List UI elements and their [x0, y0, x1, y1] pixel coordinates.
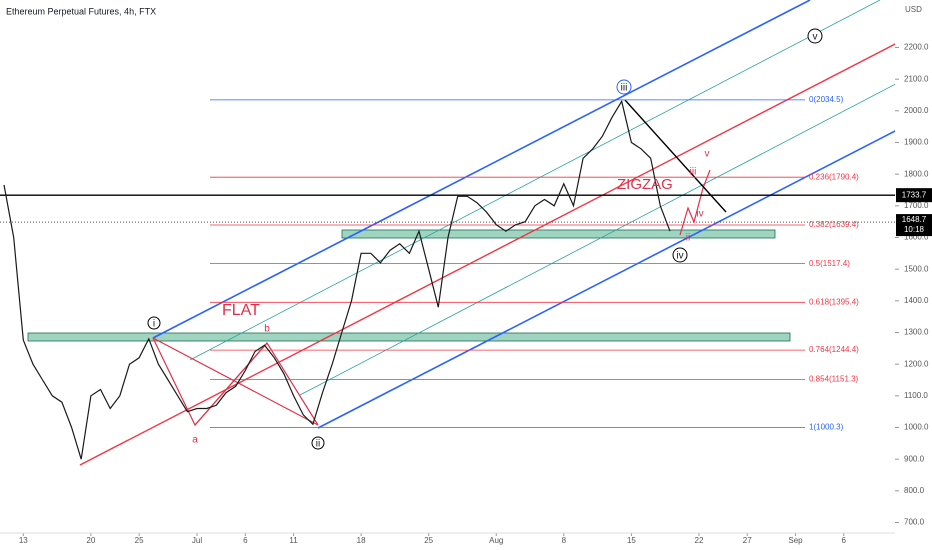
wave-circle [147, 316, 161, 330]
channel-line [79, 24, 932, 466]
price-tag [896, 188, 932, 203]
x-tick-label: 11 [289, 536, 298, 545]
flat-path [152, 337, 319, 426]
x-tick-label: 6 [243, 536, 248, 545]
y-tick-label: 1600.0 [904, 233, 929, 242]
y-tick-label: 1100.0 [904, 391, 928, 400]
annotation: b [264, 324, 270, 335]
x-tick-label: 15 [627, 536, 636, 545]
price-tag-label: 1648.7 [902, 215, 927, 224]
fib-label: 0(2034.5) [809, 95, 844, 104]
annotation: FLAT [222, 302, 260, 319]
y-tick-label: 1700.0 [904, 201, 929, 210]
y-tick-label: 1400.0 [904, 296, 929, 305]
y-tick-label: 1000.0 [904, 423, 929, 432]
wave-label: iii [621, 83, 628, 94]
x-tick-label: Sep [788, 536, 803, 545]
wave-circle [311, 436, 325, 450]
wave-label: iv [676, 251, 683, 262]
drawings [27, 0, 932, 466]
fib-label: 0.5(1517.4) [809, 259, 850, 268]
fib-label: 0.236(1790.4) [809, 172, 859, 181]
wave-circle [616, 79, 632, 95]
annotation: iv [696, 209, 703, 220]
x-tick-label: Aug [489, 536, 503, 545]
price-tag [896, 214, 932, 237]
y-tick-label: 1200.0 [904, 359, 929, 368]
price-tag-label: 1733.7 [902, 190, 927, 199]
y-tick-label: 1500.0 [904, 264, 929, 273]
zone [27, 332, 791, 342]
x-tick-label: 22 [695, 536, 704, 545]
currency: USD [905, 5, 922, 14]
price-axis [895, 0, 932, 550]
channel-line [189, 0, 881, 361]
y-tick-label: 2200.0 [904, 43, 929, 52]
countdown: 10:18 [904, 225, 925, 234]
fib-label: 0.382(1639.4) [809, 220, 859, 229]
y-tick-label: 800.0 [904, 486, 925, 495]
trend-line [624, 99, 727, 213]
x-tick-label: 25 [135, 536, 144, 545]
annotation: ZIGZAG [617, 176, 673, 193]
wave-label: i [153, 319, 155, 330]
x-tick-label: 18 [357, 536, 366, 545]
y-tick-label: 900.0 [904, 454, 925, 463]
y-tick-label: 2000.0 [904, 106, 929, 115]
annotation: v [705, 149, 710, 160]
wave-label: v [813, 32, 818, 43]
wave-circle [807, 28, 823, 44]
fib-label: 0.764(1244.4) [809, 345, 859, 354]
fib-label: 0.854(1151.3) [809, 375, 859, 384]
x-tick-label: Jul [192, 536, 202, 545]
annotation: iii [690, 167, 697, 178]
y-tick-label: 700.0 [904, 518, 925, 527]
channel-line [152, 0, 811, 339]
fib-label: 1(1000.3) [809, 423, 844, 432]
price-line [3, 99, 671, 460]
x-tick-label: 6 [842, 536, 847, 545]
x-tick-label: 20 [86, 536, 95, 545]
x-tick-label: 25 [424, 536, 433, 545]
flat-path [194, 342, 268, 426]
fib-label: 0.618(1395.4) [809, 297, 859, 306]
x-tick-label: 8 [562, 536, 567, 545]
x-tick-label: 13 [19, 536, 28, 545]
y-tick-label: 2100.0 [904, 74, 929, 83]
y-tick-label: 1900.0 [904, 138, 929, 147]
zone [341, 229, 776, 239]
wave-label: ii [316, 439, 320, 450]
y-tick-label: 1800.0 [904, 169, 929, 178]
chart-title: Ethereum Perpetual Futures, 4h, FTX [6, 6, 156, 16]
annotation: ii [686, 233, 690, 244]
channel-line [299, 64, 932, 396]
x-tick-label: 27 [743, 536, 752, 545]
y-tick-label: 1300.0 [904, 328, 929, 337]
annotation: a [192, 435, 198, 446]
wave-circle [672, 247, 688, 263]
channel-line [317, 111, 932, 429]
plot: 0(2034.5) 0.236(1790.4) 0.382(1639.4) 0.5(1… [0, 95, 895, 460]
